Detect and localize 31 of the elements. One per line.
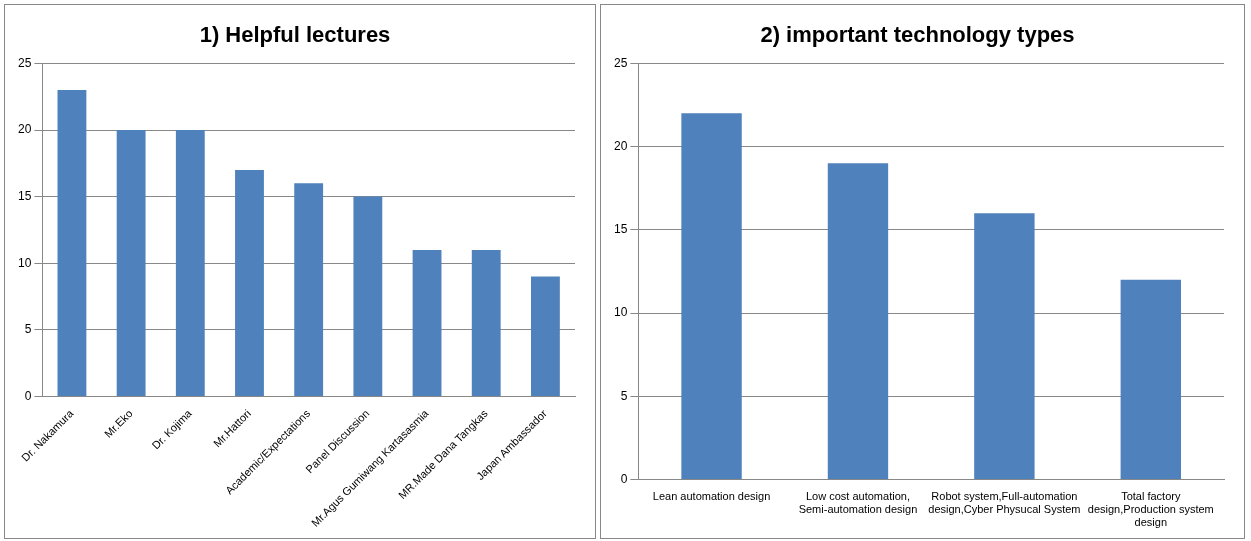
bar [294, 183, 324, 396]
y-tick-label: 0 [620, 471, 628, 486]
bar [175, 130, 205, 396]
y-tick-label: 5 [620, 388, 628, 403]
x-tick-label: Total factory design,Production system design [1087, 490, 1214, 529]
bar [827, 163, 889, 479]
x-tick-label: Robot system,Full-automation design,Cyber Physucal System [928, 490, 1081, 516]
bar [681, 113, 742, 479]
y-tick-label: 25 [613, 55, 628, 70]
y-tick-label: 0 [24, 388, 32, 403]
bar [235, 169, 264, 396]
x-tick-label: Lean automation design [652, 490, 771, 503]
chart-title: 1) Helpful lectures [199, 22, 391, 48]
chart-title: 2) important technology types [760, 22, 1075, 48]
bar [116, 130, 146, 396]
bar [353, 196, 383, 396]
y-tick-label: 5 [24, 322, 32, 337]
y-tick-label: 20 [17, 122, 32, 137]
y-tick-label: 10 [17, 255, 32, 270]
y-tick-label: 15 [17, 188, 32, 203]
y-tick-label: 20 [613, 138, 628, 153]
bar [412, 249, 442, 396]
bar [974, 213, 1035, 479]
y-tick-label: 15 [613, 222, 628, 237]
y-tick-label: 25 [17, 55, 32, 70]
bar [471, 249, 501, 396]
bar [1120, 279, 1181, 479]
y-tick-label: 10 [613, 305, 628, 320]
bar [57, 90, 87, 396]
bar [530, 276, 560, 396]
x-tick-label: Low cost automation, Semi-automation design [798, 490, 918, 516]
